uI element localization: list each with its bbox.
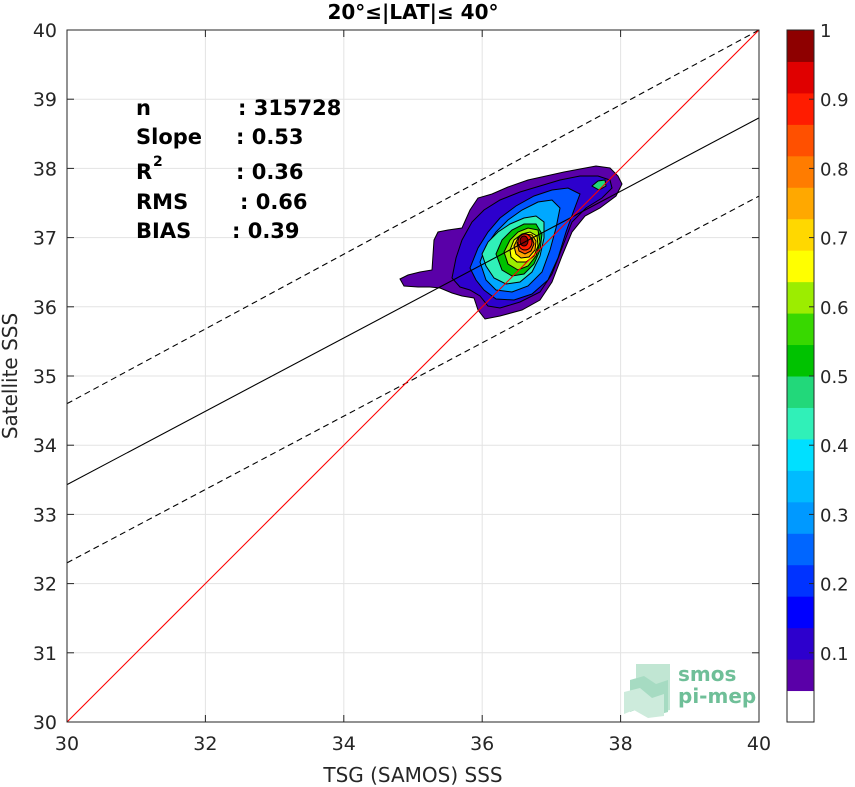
x-tick-label: 38 bbox=[609, 733, 633, 755]
density-contours bbox=[399, 165, 623, 320]
y-tick-label: 35 bbox=[33, 366, 57, 388]
colorbar-band bbox=[787, 61, 814, 94]
chart-title: 20°≤|LAT|≤ 40° bbox=[327, 0, 498, 24]
colorbar-band bbox=[787, 281, 814, 314]
colorbar-tick-label: 0.2 bbox=[820, 575, 849, 596]
y-tick-label: 37 bbox=[33, 228, 57, 250]
smos-logo-icon bbox=[624, 664, 670, 718]
colorbar-band bbox=[787, 187, 814, 220]
colorbar-band bbox=[787, 659, 814, 692]
reference-lines bbox=[67, 30, 759, 722]
colorbar-ticks: 0.1 0.2 0.3 0.4 0.5 0.6 0.7 0.8 0.9 1 bbox=[809, 21, 849, 665]
colorbar-band bbox=[787, 564, 814, 597]
colorbar-band bbox=[787, 92, 814, 125]
colorbar-band bbox=[787, 376, 814, 408]
x-tick-label: 36 bbox=[470, 733, 494, 755]
colorbar-tick-label: 0.4 bbox=[820, 436, 849, 457]
colorbar-band bbox=[787, 627, 814, 660]
colorbar bbox=[786, 29, 815, 723]
colorbar-band bbox=[787, 501, 814, 534]
colorbar-band bbox=[787, 470, 814, 503]
y-tick-label: 32 bbox=[33, 574, 57, 596]
identity-line bbox=[67, 30, 759, 722]
x-tick-label: 40 bbox=[747, 733, 771, 755]
y-tick-label: 30 bbox=[33, 712, 57, 734]
y-tick-label: 31 bbox=[33, 643, 57, 665]
watermark: smos pi-mep bbox=[624, 662, 756, 718]
fit-upper-bound-line bbox=[67, 30, 759, 405]
colorbar-band bbox=[787, 124, 814, 157]
colorbar-band bbox=[787, 690, 814, 723]
y-tick-label: 40 bbox=[33, 20, 57, 42]
stat-n-value: : 315728 bbox=[238, 96, 341, 120]
colorbar-band bbox=[787, 218, 814, 251]
colorbar-band bbox=[787, 533, 814, 566]
colorbar-tick-label: 0.8 bbox=[820, 159, 849, 180]
stats-box: n : 315728 Slope : 0.53 R 2 : 0.36 RMS :… bbox=[136, 96, 341, 243]
colorbar-band bbox=[787, 407, 814, 440]
x-axis: 30 32 34 36 38 40 bbox=[55, 30, 771, 755]
x-tick-label: 30 bbox=[55, 733, 79, 755]
colorbar-tick-label: 0.1 bbox=[820, 644, 849, 665]
colorbar-tick-label: 1 bbox=[820, 21, 831, 42]
y-axis: 30 31 32 33 34 35 36 37 38 39 40 bbox=[33, 20, 759, 734]
colorbar-band bbox=[787, 30, 814, 62]
y-tick-label: 38 bbox=[33, 158, 57, 180]
grid bbox=[66, 29, 760, 723]
fit-lower-bound-line bbox=[67, 195, 759, 564]
stat-r2-superscript: 2 bbox=[153, 154, 163, 170]
regression-line bbox=[67, 117, 759, 486]
y-tick-label: 34 bbox=[33, 435, 57, 457]
stat-rms-value: : 0.66 bbox=[240, 190, 308, 214]
x-axis-label: TSG (SAMOS) SSS bbox=[322, 763, 502, 787]
colorbar-tick-label: 0.5 bbox=[820, 367, 849, 388]
stat-bias-label: BIAS bbox=[136, 219, 191, 243]
stat-slope-value: : 0.53 bbox=[236, 125, 304, 149]
colorbar-band bbox=[787, 313, 814, 346]
colorbar-tick-label: 0.6 bbox=[820, 298, 849, 319]
colorbar-band bbox=[787, 344, 814, 377]
colorbar-tick-label: 0.9 bbox=[820, 90, 849, 111]
colorbar-tick-label: 0.3 bbox=[820, 505, 849, 526]
y-tick-label: 36 bbox=[33, 297, 57, 319]
stat-bias-value: : 0.39 bbox=[232, 219, 300, 243]
stat-r2-value: : 0.36 bbox=[236, 160, 304, 184]
colorbar-band bbox=[787, 155, 814, 188]
y-tick-label: 33 bbox=[33, 504, 57, 526]
y-axis-label: Satellite SSS bbox=[0, 313, 22, 439]
colorbar-band bbox=[787, 596, 814, 629]
colorbar-band bbox=[787, 438, 814, 471]
watermark-line1: smos bbox=[678, 662, 736, 686]
stat-rms-label: RMS bbox=[136, 190, 188, 214]
colorbar-band bbox=[787, 250, 814, 283]
stat-n-label: n bbox=[136, 96, 151, 120]
x-tick-label: 32 bbox=[193, 733, 217, 755]
watermark-line2: pi-mep bbox=[678, 684, 756, 708]
stat-slope-label: Slope bbox=[136, 125, 202, 149]
y-tick-label: 39 bbox=[33, 89, 57, 111]
stat-r2-label: R bbox=[136, 160, 152, 184]
colorbar-tick-label: 0.7 bbox=[820, 229, 849, 250]
x-tick-label: 34 bbox=[332, 733, 356, 755]
